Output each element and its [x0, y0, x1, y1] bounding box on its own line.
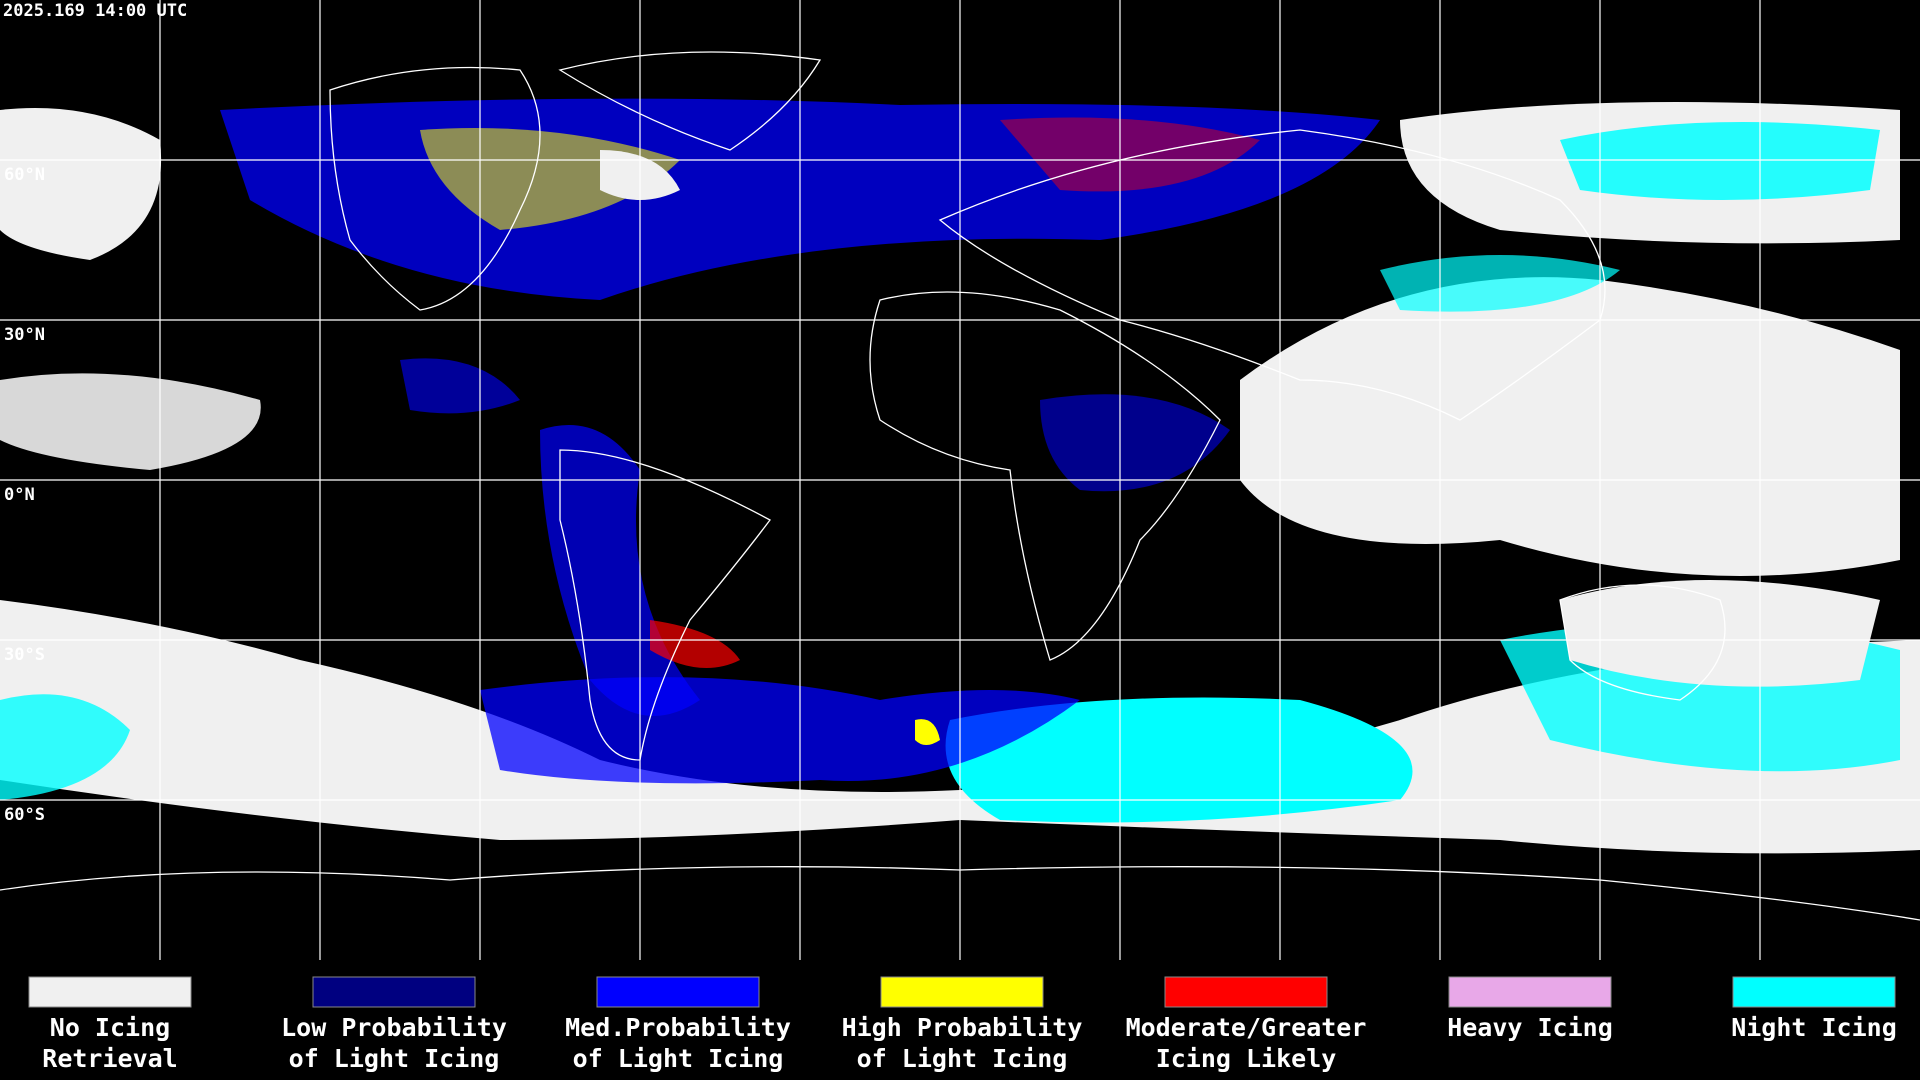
night-icing-area	[945, 697, 1413, 823]
moderate-icing-area	[1000, 117, 1260, 192]
med-icing-area	[400, 358, 520, 414]
latitude-labels: 60°N 30°N 0°N 30°S 60°S	[4, 165, 45, 825]
no-icing-area	[0, 373, 261, 470]
lat-label: 0°N	[4, 485, 35, 505]
med-icing-area	[1040, 394, 1230, 492]
no-icing-area	[1560, 580, 1880, 687]
med-icing-area	[480, 677, 1080, 784]
night-icing-area	[0, 694, 130, 800]
coastline	[1559, 584, 1726, 701]
no-icing-area	[1240, 277, 1900, 576]
lat-label: 30°N	[4, 325, 45, 345]
lat-label: 30°S	[4, 645, 45, 665]
high-icing-area	[915, 719, 940, 745]
legend-label: Low Probability	[281, 1013, 507, 1042]
legend-label: Icing Likely	[1156, 1044, 1337, 1073]
lat-label: 60°S	[4, 805, 45, 825]
no-icing-area	[0, 108, 162, 260]
legend-swatch	[596, 976, 760, 1008]
legend-swatch	[1164, 976, 1328, 1008]
legend-label: of Light Icing	[289, 1044, 500, 1073]
night-icing-area	[1560, 122, 1880, 200]
coastline	[558, 51, 822, 151]
coastline	[938, 129, 1606, 421]
legend-swatch	[880, 976, 1044, 1008]
legend-label: Retrieval	[42, 1044, 177, 1073]
legend-label: Moderate/Greater	[1126, 1013, 1367, 1042]
legend-swatch	[312, 976, 476, 1008]
timestamp: 2025.169 14:00 UTC	[3, 1, 187, 21]
legend-label: High Probability	[842, 1013, 1083, 1042]
graticule	[0, 0, 1920, 960]
coastline	[559, 449, 771, 761]
legend-swatch	[1732, 976, 1896, 1008]
legend-label: of Light Icing	[573, 1044, 784, 1073]
legend-label: Heavy Icing	[1447, 1013, 1613, 1042]
legend-label: Med.Probability	[565, 1013, 791, 1042]
legend-swatch	[28, 976, 192, 1008]
legend-label: Night Icing	[1731, 1013, 1897, 1042]
coastline	[869, 291, 1221, 661]
lat-label: 60°N	[4, 165, 45, 185]
legend-label: No Icing	[50, 1013, 170, 1042]
legend-label: of Light Icing	[857, 1044, 1068, 1073]
legend-swatch	[1448, 976, 1612, 1008]
